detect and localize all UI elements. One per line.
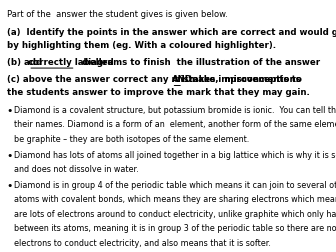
Text: AND: AND: [171, 75, 193, 84]
Text: (a)  Identify the points in the answer which are correct and would gain the stud: (a) Identify the points in the answer wh…: [7, 27, 336, 37]
Text: be graphite – they are both isotopes of the same element.: be graphite – they are both isotopes of …: [14, 135, 249, 144]
Text: (b) add: (b) add: [7, 58, 45, 67]
Text: their names. Diamond is a form of an  element, another form of the same element : their names. Diamond is a form of an ele…: [14, 120, 336, 129]
Text: atoms with covalent bonds, which means they are sharing electrons which means th: atoms with covalent bonds, which means t…: [14, 195, 336, 204]
Text: •: •: [6, 181, 13, 191]
Text: Diamond is a covalent structure, but potassium bromide is ionic.  You can tell t: Diamond is a covalent structure, but pot…: [14, 106, 336, 115]
Text: make improvements to: make improvements to: [183, 75, 302, 84]
Text: electrons to conduct electricity, and also means that it is softer.: electrons to conduct electricity, and al…: [14, 239, 270, 248]
Text: by highlighting them (eg. With a coloured highlighter).: by highlighting them (eg. With a coloure…: [7, 41, 276, 49]
Text: between its atoms, meaning it is in group 3 of the periodic table so there are n: between its atoms, meaning it is in grou…: [14, 224, 336, 233]
Text: Part of the  answer the student gives is given below.: Part of the answer the student gives is …: [7, 10, 228, 19]
Text: diagrams to finish  the illustration of the answer: diagrams to finish the illustration of t…: [76, 58, 320, 67]
Text: •: •: [6, 106, 13, 116]
Text: are lots of electrons around to conduct electricity, unlike graphite which only : are lots of electrons around to conduct …: [14, 210, 336, 219]
Text: correctly labelled: correctly labelled: [28, 58, 114, 67]
Text: the students answer to improve the mark that they may gain.: the students answer to improve the mark …: [7, 88, 310, 97]
Text: (c) above the answer correct any mistakes,  misconceptions: (c) above the answer correct any mistake…: [7, 75, 304, 84]
Text: Diamond has lots of atoms all joined together in a big lattice which is why it i: Diamond has lots of atoms all joined tog…: [14, 150, 336, 160]
Text: Diamond is in group 4 of the periodic table which means it can join to several o: Diamond is in group 4 of the periodic ta…: [14, 181, 336, 190]
Text: and does not dissolve in water.: and does not dissolve in water.: [14, 165, 138, 174]
Text: •: •: [6, 150, 13, 161]
